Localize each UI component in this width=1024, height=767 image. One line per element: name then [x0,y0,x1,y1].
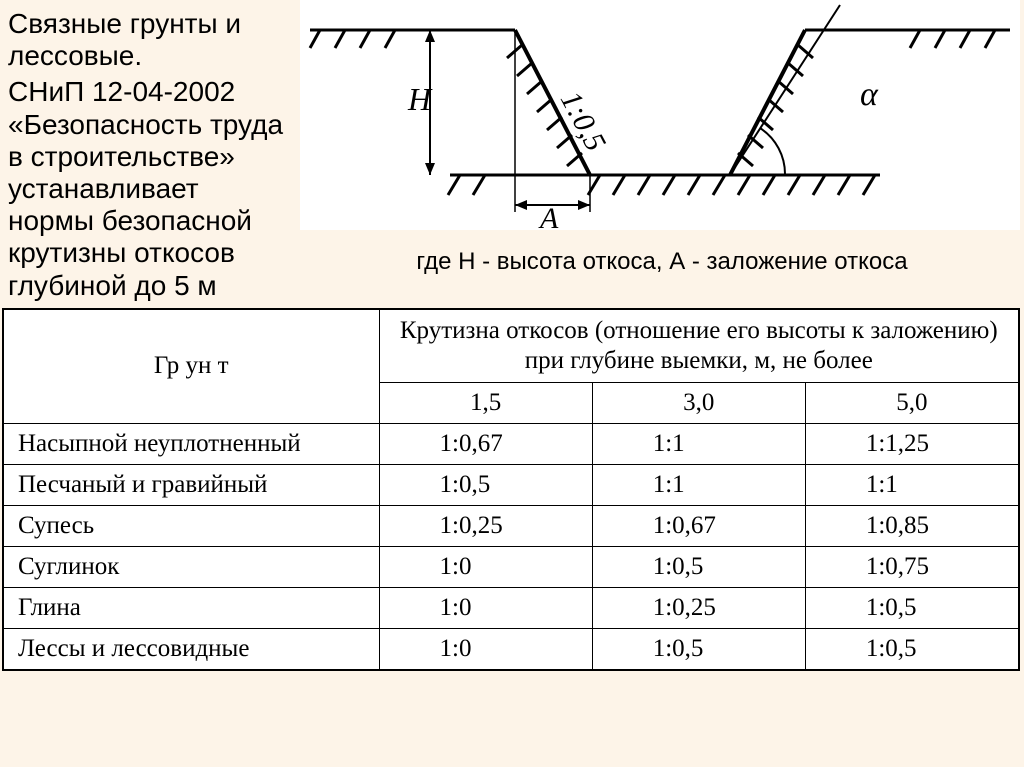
val: 1:1 [592,464,805,505]
label-alpha: α [860,76,879,113]
table-row: Суглинок 1:0 1:0,5 1:0,75 [4,546,1019,587]
val: 1:0,25 [379,505,592,546]
table-row: Насыпной неуплотненный 1:0,67 1:1 1:1,25 [4,423,1019,464]
header-depth-0: 1,5 [379,382,592,423]
soil-name: Лессы и лессовидные [4,628,380,669]
header-soil: Гр ун т [4,309,380,423]
label-h: H [407,81,433,117]
val: 1:0,5 [592,546,805,587]
soil-name: Супесь [4,505,380,546]
val: 1:0 [379,587,592,628]
val: 1:0,5 [805,628,1018,669]
val: 1:0,67 [379,423,592,464]
slope-table: Гр ун т Крутизна откосов (отношение его … [2,308,1020,671]
table-row: Глина 1:0 1:0,25 1:0,5 [4,587,1019,628]
top-area: Связные грунты и лессовые. СНиП 12-04-20… [0,0,1024,302]
val: 1:0,5 [805,587,1018,628]
intro-line1: Связные грунты и лессовые. [8,8,290,72]
val: 1:0,25 [592,587,805,628]
soil-name: Глина [4,587,380,628]
diagram-caption: где Н - высота откоса, А - заложение отк… [300,230,1024,284]
intro-text-block: Связные грунты и лессовые. СНиП 12-04-20… [0,0,300,302]
val: 1:0 [379,546,592,587]
val: 1:0,85 [805,505,1018,546]
val: 1:0,5 [592,628,805,669]
soil-name: Песчаный и гравийный [4,464,380,505]
val: 1:0,75 [805,546,1018,587]
label-a: A [538,202,559,230]
intro-snip: СНиП 12-04-2002 «Безопасность труда в ст… [8,76,290,301]
table-row: Супесь 1:0,25 1:0,67 1:0,85 [4,505,1019,546]
excavation-diagram: H A 1:0,5 α [300,0,1020,230]
val: 1:0,5 [379,464,592,505]
val: 1:1 [592,423,805,464]
val: 1:1,25 [805,423,1018,464]
header-depth-2: 5,0 [805,382,1018,423]
soil-name: Насыпной неуплотненный [4,423,380,464]
val: 1:0 [379,628,592,669]
val: 1:1 [805,464,1018,505]
slope-data-table: Гр ун т Крутизна откосов (отношение его … [3,309,1019,670]
val: 1:0,67 [592,505,805,546]
diagram-column: H A 1:0,5 α где Н - высота откоса, А - з… [300,0,1024,284]
table-row: Лессы и лессовидные 1:0 1:0,5 1:0,5 [4,628,1019,669]
table-row: Песчаный и гравийный 1:0,5 1:1 1:1 [4,464,1019,505]
header-depth-1: 3,0 [592,382,805,423]
soil-name: Суглинок [4,546,380,587]
header-main: Крутизна откосов (отношение его высоты к… [379,309,1018,382]
